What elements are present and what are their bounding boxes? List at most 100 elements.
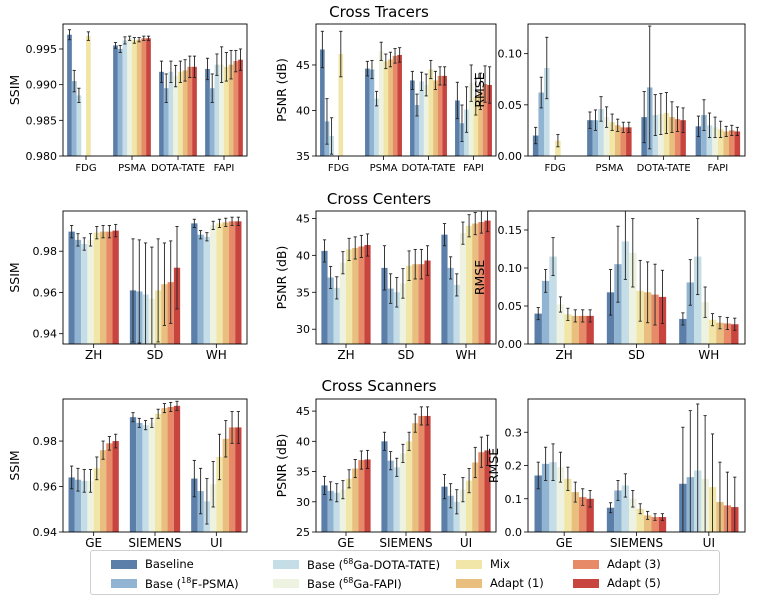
bar	[669, 117, 675, 156]
bar	[487, 84, 492, 156]
x-tick-label: WH	[698, 348, 719, 362]
bar	[472, 462, 479, 532]
bar	[191, 478, 198, 532]
y-tick-label: 0.1	[505, 493, 523, 506]
bar	[433, 80, 438, 156]
bar	[141, 38, 147, 156]
bar	[112, 441, 119, 532]
y-tick-label: 30	[296, 496, 310, 509]
legend-label: Adapt (1)	[490, 576, 544, 590]
legend-label: Baseline	[145, 557, 194, 571]
bar	[228, 221, 236, 344]
bar	[414, 105, 420, 156]
bar	[205, 68, 210, 156]
bar	[459, 489, 466, 532]
axes-frame	[527, 23, 746, 157]
bar	[442, 75, 447, 156]
legend-item-fapi: Base (68Ga-FAPI)	[273, 576, 402, 591]
legend-swatch	[573, 559, 599, 569]
bar	[441, 234, 448, 344]
bar	[339, 489, 346, 532]
bar	[397, 54, 402, 156]
y-tick-label: 40	[296, 249, 310, 262]
bar	[455, 100, 460, 156]
bar	[222, 438, 229, 532]
axes-frame	[315, 210, 497, 345]
bar	[68, 231, 75, 344]
y-tick-label: 40	[296, 104, 310, 117]
bar	[346, 249, 353, 344]
bar	[586, 498, 594, 532]
legend-swatch	[273, 578, 299, 588]
bar	[378, 51, 384, 156]
bar	[203, 236, 211, 344]
bar	[106, 443, 113, 532]
bar	[399, 453, 406, 532]
bar	[86, 36, 91, 156]
legend-item-adapt3: Adapt (3)	[573, 557, 661, 571]
bars-group	[68, 216, 242, 344]
y-tick-label: 0.0	[505, 526, 523, 539]
bar	[484, 450, 491, 532]
bar	[122, 40, 128, 156]
bar	[167, 406, 174, 532]
y-tick-label: 0.985	[26, 114, 58, 127]
bar	[321, 485, 328, 532]
bar	[447, 495, 454, 532]
axes-frame	[62, 23, 248, 157]
bar	[556, 304, 565, 344]
bar	[564, 314, 572, 344]
bar	[447, 267, 454, 344]
x-tick-label: DOTA-TATE	[637, 163, 691, 174]
y-tick-label: 0.94	[33, 526, 58, 539]
bar	[419, 81, 424, 156]
bar	[695, 126, 702, 156]
x-tick-label: ZH	[85, 348, 102, 362]
y-tick-label: 40	[296, 435, 310, 448]
bar	[723, 323, 732, 344]
bar	[717, 129, 724, 156]
bar	[614, 490, 622, 532]
y-tick-label: 0.10	[498, 262, 523, 275]
x-tick-label: FAPI	[708, 163, 729, 174]
bar	[587, 120, 593, 156]
bar	[555, 140, 561, 156]
y-tick-label: 0.995	[26, 43, 58, 56]
bar	[191, 223, 198, 344]
panel-1-1: 30 35 40 45 PSNR (dB) ZH SD WH	[274, 210, 497, 362]
x-tick-label: ZH	[337, 348, 354, 362]
bar	[327, 490, 334, 532]
bar	[392, 55, 398, 156]
bar	[598, 108, 604, 156]
bar	[388, 59, 393, 156]
axes-frame	[62, 398, 248, 533]
legend-label: Adapt (5)	[607, 576, 661, 590]
bar	[219, 64, 224, 156]
y-tick-label: 45	[296, 212, 310, 225]
bar	[609, 122, 615, 156]
bar	[614, 264, 622, 344]
y-axis-label: RMSE	[472, 260, 487, 295]
bar	[418, 264, 425, 344]
bar	[163, 88, 169, 156]
bar	[701, 115, 707, 156]
bar	[67, 34, 72, 156]
y-axis-label: SSIM	[7, 450, 22, 480]
y-tick-label: 0.98	[33, 435, 58, 448]
bar	[441, 486, 448, 532]
bar	[621, 485, 630, 532]
bar	[381, 267, 388, 344]
bar	[81, 480, 88, 532]
bar	[541, 463, 550, 532]
bars-group	[68, 400, 242, 532]
bar	[321, 250, 328, 344]
bar	[571, 492, 579, 532]
y-tick-label: 0.980	[26, 150, 58, 163]
bar	[578, 315, 587, 344]
y-tick-label: 0.96	[33, 286, 58, 299]
x-tick-label: WH	[206, 348, 227, 362]
bar	[74, 479, 82, 532]
bar	[423, 84, 429, 156]
x-tick-label: FDG	[545, 163, 566, 174]
axes-frame	[527, 210, 746, 345]
